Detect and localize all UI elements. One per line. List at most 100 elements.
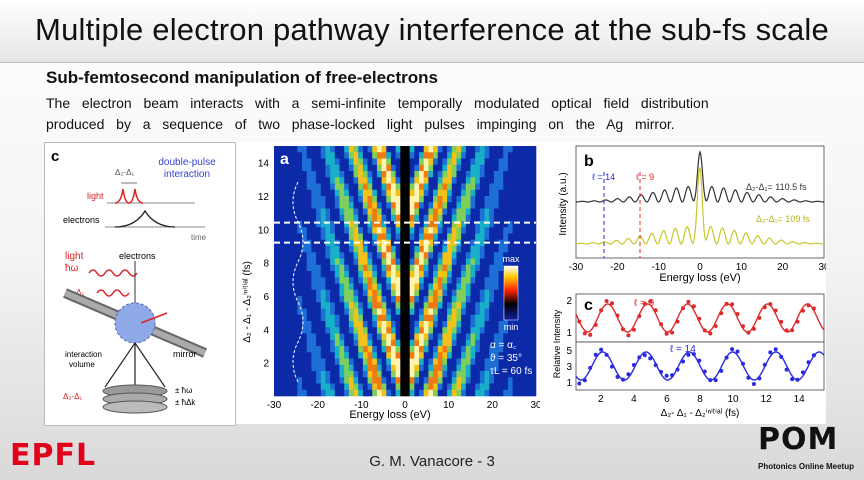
heatmap-cell (339, 377, 345, 384)
heatmap-cell (278, 146, 284, 153)
heatmap-xtick-label: 30 (530, 400, 540, 411)
heatmap-cell (367, 164, 373, 172)
heatmap-cell (442, 377, 448, 384)
heatmap-cell (278, 239, 284, 247)
heatmap-cell (465, 227, 471, 234)
heatmap-cell (489, 296, 495, 303)
figure-panel-plots: b Intensity (a.u.) Energy loss (eV) -30-… (540, 142, 826, 424)
heatmap-cell (348, 308, 354, 316)
heatmap-cell (489, 352, 495, 359)
heatmap-cell (503, 246, 509, 253)
heatmap-cell (465, 308, 471, 316)
l14-data-point (626, 372, 631, 377)
heatmap-cell (484, 252, 490, 259)
heatmap-cell (456, 164, 462, 172)
heatmap-cell (475, 314, 481, 322)
l14-data-point (615, 374, 620, 379)
heatmap-cell (316, 258, 322, 266)
heatmap-cell (362, 389, 368, 397)
heatmap-cell (283, 177, 289, 184)
l9-data-point (708, 331, 713, 336)
heatmap-cell (517, 321, 523, 328)
heatmap-cell (531, 389, 537, 397)
heatmap-cell (409, 289, 415, 297)
l9-data-point (697, 316, 702, 321)
heatmap-cell (442, 327, 448, 334)
heatmap-cell (405, 371, 410, 378)
heatmap-cell (461, 239, 467, 247)
heatmap-cell (414, 152, 420, 159)
heatmap-cell (306, 321, 312, 328)
heatmap-cell (489, 239, 495, 247)
heatmap-cell (274, 314, 279, 322)
heatmap-cell (414, 389, 420, 397)
l9-data-point (664, 331, 669, 336)
heatmap-cell (461, 383, 467, 391)
heatmap-cell (372, 264, 378, 272)
heatmap-cell (316, 333, 322, 341)
heatmap-cell (400, 283, 406, 291)
heatmap-cell (278, 152, 284, 159)
heatmap-cell (316, 158, 322, 166)
heatmap-cell (372, 271, 378, 278)
heatmap-cell (376, 246, 382, 253)
heatmap-cell (456, 196, 462, 203)
heatmap-cell (306, 364, 312, 372)
light-label: light (87, 191, 104, 201)
heatmap-cell (367, 214, 373, 222)
heatmap-cell (447, 352, 453, 359)
heatmap-cell (475, 321, 481, 328)
heatmap-cell (348, 383, 354, 391)
heatmap-cell (302, 221, 308, 228)
heatmap-cell (498, 214, 504, 222)
heatmap-cell (278, 383, 284, 391)
heatmap-cell (414, 158, 420, 166)
heatmap-cell (344, 271, 350, 278)
heatmap-cell (423, 246, 429, 253)
disc-3-icon (102, 400, 168, 414)
heatmap-cell (362, 377, 368, 384)
heatmap-cell (334, 358, 340, 366)
heatmap-cell (297, 314, 303, 322)
heatmap-cell (344, 308, 350, 316)
heatmap-cell (325, 283, 331, 291)
heatmap-cell (348, 346, 354, 353)
heatmap-cell (316, 327, 322, 334)
l14-data-point (686, 352, 691, 357)
heatmap-cell (311, 314, 317, 322)
heatmap-cell (428, 296, 434, 303)
heatmap-cell (325, 196, 331, 203)
heatmap-cell (451, 264, 457, 272)
heatmap-cell (292, 146, 298, 153)
heatmap-cell (288, 389, 294, 397)
heatmap-cell (447, 233, 453, 241)
heatmap-cell (493, 302, 499, 309)
heatmap-cell (437, 164, 443, 172)
heatmap-cell (475, 258, 481, 266)
heatmap-cell (484, 208, 490, 216)
heatmap-cell (306, 164, 312, 172)
heatmap-cell (381, 308, 387, 316)
panel-c2-xtick-label: 10 (728, 394, 740, 405)
heatmap-cell (414, 171, 420, 178)
heatmap-cell (334, 377, 340, 384)
heatmap-cell (320, 271, 326, 278)
heatmap-cell (311, 364, 317, 372)
heatmap-cell (451, 389, 457, 397)
heatmap-cell (489, 346, 495, 353)
heatmap-cell (311, 146, 317, 153)
heatmap-cell (358, 189, 364, 197)
heatmap-cell (489, 308, 495, 316)
heatmap-cell (414, 164, 420, 172)
heatmap-cell (320, 377, 326, 384)
heatmap-cell (297, 371, 303, 378)
heatmap-cell (358, 233, 364, 241)
heatmap-cell (302, 158, 308, 166)
heatmap-cell (334, 227, 340, 234)
heatmap-cell (320, 233, 326, 241)
heatmap-cell (278, 264, 284, 272)
heatmap-cell (470, 146, 476, 153)
heatmap-cell (428, 321, 434, 328)
heatmap-cell (400, 271, 406, 278)
heatmap-cell (320, 308, 326, 316)
